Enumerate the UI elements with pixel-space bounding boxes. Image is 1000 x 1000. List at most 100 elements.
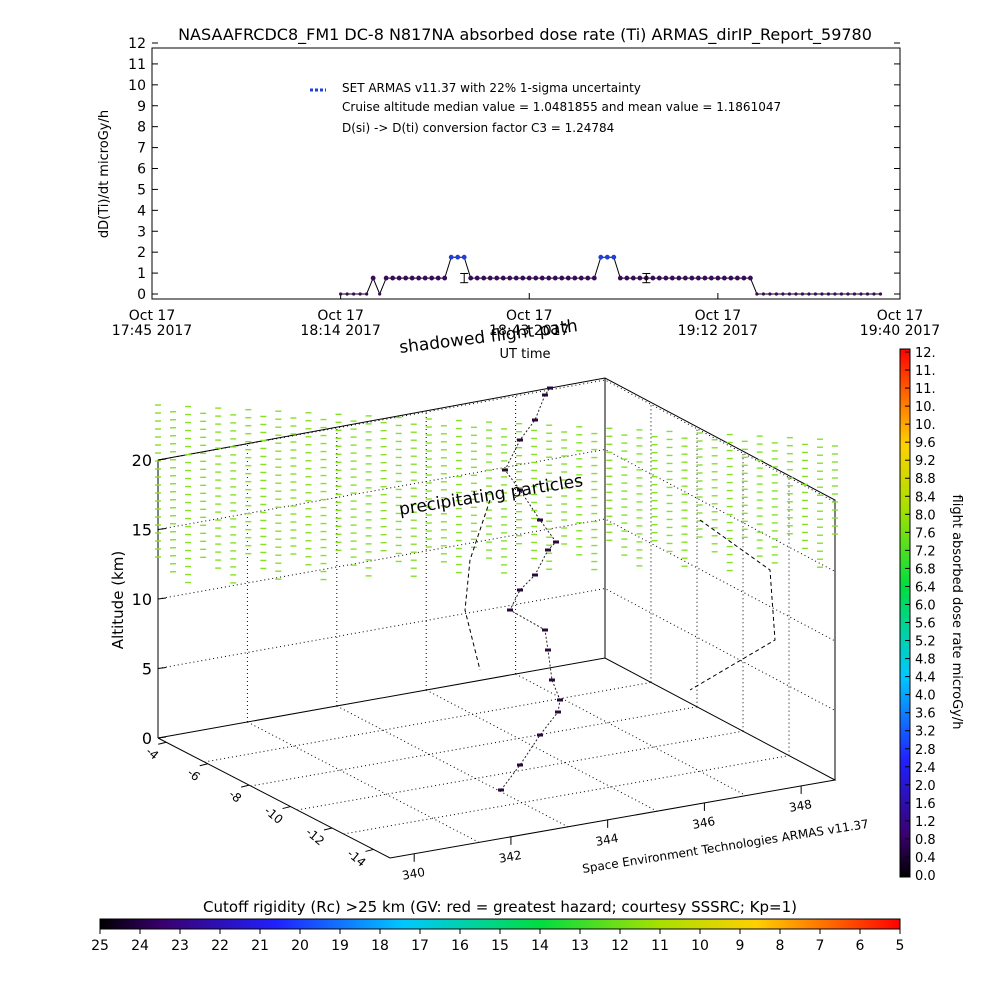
dose-rate-tick-label: 3.2: [915, 725, 936, 740]
series-point: [591, 275, 597, 281]
dose-rate-tick-label: 8.0: [915, 508, 936, 523]
dose-rate-tick-label: 3.6: [915, 707, 936, 722]
rigidity-tick-label: 7: [816, 938, 825, 954]
series-point: [352, 292, 356, 296]
dose-rate-tick-label: 4.0: [915, 689, 936, 704]
cutoff-rigidity-colorbar: Cutoff rigidity (Rc) >25 km (GV: red = g…: [91, 898, 904, 954]
series-point: [390, 275, 396, 281]
dose-rate-tick-label: 0.8: [915, 833, 936, 848]
rigidity-tick-label: 9: [736, 938, 745, 954]
altitude-tick: [157, 597, 167, 600]
flight-path-point: [517, 488, 523, 492]
series-point: [794, 292, 798, 296]
series-point: [513, 275, 519, 281]
rigidity-tick-label: 19: [331, 938, 349, 954]
flight-path-point: [537, 518, 543, 522]
floor-outline: [157, 657, 837, 859]
rigidity-tick-label: 6: [856, 938, 865, 954]
flight-path-point: [532, 573, 538, 577]
series-point: [435, 275, 441, 281]
series-point: [774, 292, 779, 296]
series-point: [442, 275, 448, 281]
rigidity-tick-label: 16: [451, 938, 469, 954]
top-chart-frame: [151, 47, 901, 300]
series-point: [455, 254, 461, 260]
plot-3d-grid: [157, 379, 836, 843]
floor-grid-line: [297, 730, 744, 811]
dose-rate-tick-label: 2.8: [915, 743, 936, 758]
latitude-tick-label: -6: [185, 766, 203, 784]
altitude-tick: [157, 736, 167, 739]
flight-path-point: [542, 628, 548, 632]
series-point: [708, 275, 714, 281]
flight-path-point: [502, 468, 508, 472]
series-point: [365, 292, 369, 296]
series-point: [728, 275, 734, 281]
cutoff-rigidity-gradient: [99, 918, 901, 930]
series-point: [787, 292, 792, 296]
series-point: [826, 292, 831, 296]
flight-path-point: [557, 698, 563, 702]
series-line: [340, 256, 881, 296]
altitude-tick: [157, 528, 167, 530]
longitude-axis-ticks: 340 342 344 346 348: [401, 785, 813, 883]
series-point: [468, 275, 474, 281]
wall-grid-line: [157, 587, 836, 711]
series-point: [383, 275, 389, 281]
top-y-tick-label: 4: [137, 203, 146, 219]
flight-path-point: [517, 763, 523, 767]
series-point: [520, 275, 526, 281]
series-point: [741, 275, 747, 281]
series-point: [345, 292, 349, 296]
top-y-tick-label: 10: [128, 78, 146, 94]
altitude-tick-label: 15: [132, 521, 152, 540]
shadowed-path-side-wall: [689, 519, 776, 691]
legend-conversion-text: D(si) -> D(ti) conversion factor C3 = 1.…: [342, 121, 614, 135]
flight-path-point: [545, 648, 551, 652]
top-y-tick-label: 11: [128, 57, 146, 73]
longitude-tick-label: 346: [691, 814, 716, 832]
rigidity-tick-label: 8: [776, 938, 785, 954]
latitude-tick-label: -12: [303, 825, 327, 848]
wall-grid-line: [157, 518, 836, 642]
rigidity-tick-label: 15: [491, 938, 509, 954]
flight-path-point: [547, 386, 553, 390]
series-point: [865, 292, 870, 296]
dose-rate-tick-label: 1.2: [915, 815, 936, 830]
series-point: [565, 275, 571, 281]
series-point: [533, 275, 539, 281]
series-point: [526, 275, 532, 281]
top-x-tick-label-line1: Oct 17: [506, 308, 552, 324]
rigidity-tick-label: 5: [896, 938, 905, 954]
rigidity-tick-label: 14: [531, 938, 549, 954]
series-point: [715, 275, 721, 281]
series-point: [546, 275, 552, 281]
dose-rate-tick-label: 0.4: [915, 851, 936, 866]
series-point: [734, 275, 740, 281]
dose-rate-tick-label: 11.: [915, 364, 936, 379]
rigidity-tick-label: 10: [691, 938, 709, 954]
series-point: [611, 254, 617, 260]
altitude-tick-label: 20: [132, 451, 152, 470]
series-point: [768, 292, 772, 296]
top-y-tick-label: 5: [137, 182, 146, 198]
top-chart-legend: SET ARMAS v11.37 with 22% 1-sigma uncert…: [310, 81, 781, 135]
cutoff-rigidity-ticks: 25 24 23 22 21 20 19 18 17 16 15 14 13 12 11 10 9 8 7 6 5: [91, 929, 904, 954]
series-point: [559, 275, 565, 281]
series-point: [872, 292, 876, 296]
series-point: [721, 275, 727, 281]
series-point: [396, 275, 402, 281]
dose-rate-tick-label: 7.6: [915, 526, 936, 541]
top-x-tick-label-line1: Oct 17: [877, 308, 923, 324]
latitude-tick: [199, 763, 208, 767]
series-point: [598, 254, 604, 260]
series-point: [370, 275, 376, 281]
latitude-tick-label: -10: [262, 804, 286, 827]
latitude-tick: [158, 741, 167, 745]
altitude-tick-label: 10: [132, 590, 152, 609]
legend-median-text: Cruise altitude median value = 1.0481855…: [342, 100, 781, 114]
series-point: [422, 275, 428, 281]
series-point: [669, 275, 675, 281]
